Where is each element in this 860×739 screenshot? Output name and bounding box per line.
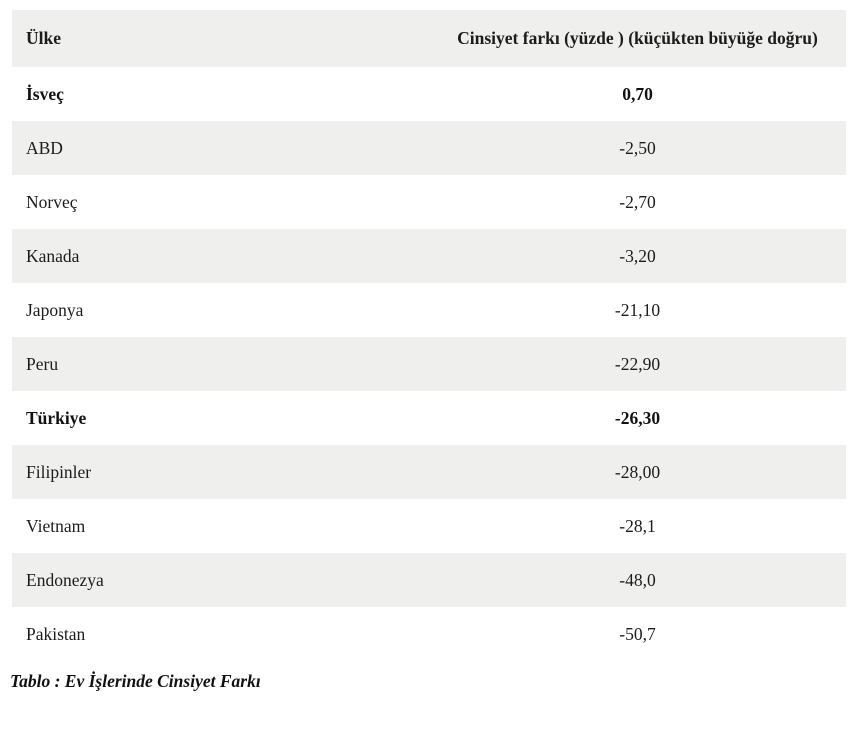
table-row-japonya: Japonya -21,10 <box>12 283 846 337</box>
country-cell: İsveç <box>12 67 429 121</box>
value-cell: -50,7 <box>429 607 846 661</box>
value-cell: -26,30 <box>429 391 846 445</box>
table-row-vietnam: Vietnam -28,1 <box>12 499 846 553</box>
table-row-isvec: İsveç 0,70 <box>12 67 846 121</box>
table-row-norvec: Norveç -2,70 <box>12 175 846 229</box>
table-row-filipinler: Filipinler -28,00 <box>12 445 846 499</box>
table-row-turkiye: Türkiye -26,30 <box>12 391 846 445</box>
country-cell: Vietnam <box>12 499 429 553</box>
header-row: Ülke Cinsiyet farkı (yüzde ) (küçükten b… <box>12 10 846 67</box>
country-cell: Filipinler <box>12 445 429 499</box>
country-cell: Türkiye <box>12 391 429 445</box>
country-cell: ABD <box>12 121 429 175</box>
value-cell: -21,10 <box>429 283 846 337</box>
table-body: İsveç 0,70 ABD -2,50 Norveç -2,70 Kanada… <box>12 67 846 661</box>
column-header-country: Ülke <box>12 10 429 67</box>
table-row-pakistan: Pakistan -50,7 <box>12 607 846 661</box>
value-cell: -22,90 <box>429 337 846 391</box>
country-cell: Norveç <box>12 175 429 229</box>
column-header-value: Cinsiyet farkı (yüzde ) (küçükten büyüğe… <box>429 10 846 67</box>
country-cell: Kanada <box>12 229 429 283</box>
column-header-value-label: Cinsiyet farkı (yüzde ) (küçükten büyüğe… <box>457 28 818 48</box>
value-cell: -2,70 <box>429 175 846 229</box>
table-caption: Tablo : Ev İşlerinde Cinsiyet Farkı <box>10 671 261 691</box>
value-cell: -3,20 <box>429 229 846 283</box>
country-cell: Japonya <box>12 283 429 337</box>
country-cell: Endonezya <box>12 553 429 607</box>
value-cell: 0,70 <box>429 67 846 121</box>
table-section: Ülke Cinsiyet farkı (yüzde ) (küçükten b… <box>10 10 846 691</box>
country-cell: Pakistan <box>12 607 429 661</box>
table-row-kanada: Kanada -3,20 <box>12 229 846 283</box>
value-cell: -28,00 <box>429 445 846 499</box>
table-header: Ülke Cinsiyet farkı (yüzde ) (küçükten b… <box>12 10 846 67</box>
country-cell: Peru <box>12 337 429 391</box>
value-cell: -2,50 <box>429 121 846 175</box>
gender-gap-table: Ülke Cinsiyet farkı (yüzde ) (küçükten b… <box>12 10 846 661</box>
table-row-endonezya: Endonezya -48,0 <box>12 553 846 607</box>
value-cell: -48,0 <box>429 553 846 607</box>
table-row-peru: Peru -22,90 <box>12 337 846 391</box>
value-cell: -28,1 <box>429 499 846 553</box>
table-row-abd: ABD -2,50 <box>12 121 846 175</box>
